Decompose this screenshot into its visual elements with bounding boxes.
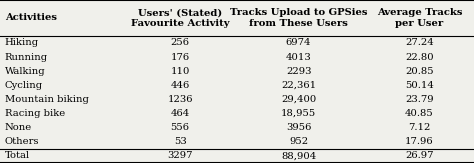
Text: Racing bike: Racing bike (5, 109, 65, 118)
Text: 22,361: 22,361 (281, 81, 316, 90)
Text: 952: 952 (289, 137, 308, 146)
Text: Users' (Stated)
Favourite Activity: Users' (Stated) Favourite Activity (131, 8, 229, 28)
Text: None: None (5, 123, 32, 132)
Text: 40.85: 40.85 (405, 109, 434, 118)
Text: 110: 110 (171, 67, 190, 76)
Text: Mountain biking: Mountain biking (5, 95, 89, 104)
Text: 176: 176 (171, 52, 190, 62)
Text: Cycling: Cycling (5, 81, 43, 90)
Text: 2293: 2293 (286, 67, 311, 76)
Text: Average Tracks
per User: Average Tracks per User (377, 8, 462, 28)
Text: 4013: 4013 (286, 52, 311, 62)
Text: 29,400: 29,400 (281, 95, 316, 104)
Text: 50.14: 50.14 (405, 81, 434, 90)
Text: 1236: 1236 (167, 95, 193, 104)
Text: Running: Running (5, 52, 48, 62)
Text: Walking: Walking (5, 67, 46, 76)
Text: Hiking: Hiking (5, 38, 39, 47)
Text: 6974: 6974 (286, 38, 311, 47)
Text: 26.97: 26.97 (405, 151, 434, 160)
Text: 88,904: 88,904 (281, 151, 316, 160)
Text: 464: 464 (171, 109, 190, 118)
Text: 22.80: 22.80 (405, 52, 434, 62)
Text: 27.24: 27.24 (405, 38, 434, 47)
Text: Others: Others (5, 137, 39, 146)
Text: 3956: 3956 (286, 123, 311, 132)
Text: Tracks Upload to GPSies
from These Users: Tracks Upload to GPSies from These Users (230, 8, 367, 28)
Text: 18,955: 18,955 (281, 109, 316, 118)
Text: 53: 53 (174, 137, 186, 146)
Text: 23.79: 23.79 (405, 95, 434, 104)
Text: 17.96: 17.96 (405, 137, 434, 146)
Text: 256: 256 (171, 38, 190, 47)
Text: Activities: Activities (5, 13, 57, 22)
Text: Total: Total (5, 151, 30, 160)
Text: 20.85: 20.85 (405, 67, 434, 76)
Text: 3297: 3297 (167, 151, 193, 160)
Text: 7.12: 7.12 (408, 123, 431, 132)
Text: 446: 446 (171, 81, 190, 90)
Text: 556: 556 (171, 123, 190, 132)
